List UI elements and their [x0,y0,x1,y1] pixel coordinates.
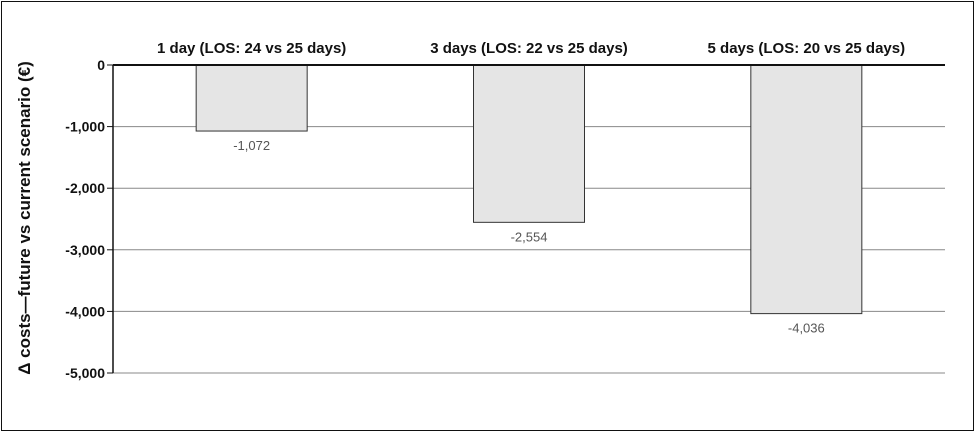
category-label-3: 5 days (LOS: 20 vs 25 days) [708,40,906,57]
y-tick-label: 0 [97,57,105,73]
data-label-3: -4,036 [788,321,825,336]
labels: 0 -1,000 -2,000 -3,000 -4,000 -5,000 -1,072 1 d… [65,40,905,381]
bars [195,64,863,315]
data-label-1: -1,072 [233,138,270,153]
y-tick-label: -3,000 [65,242,105,258]
axes [107,64,945,374]
bar-1 [195,64,308,132]
data-label-2: -2,554 [511,229,548,244]
y-tick-label: -1,000 [65,119,105,135]
y-tick-label: -4,000 [65,303,105,319]
y-tick-label: -5,000 [65,365,105,381]
category-label-1: 1 day (LOS: 24 vs 25 days) [157,40,346,57]
y-axis-title: Δ costs—future vs current scenario (€) [15,61,34,375]
bar-3 [750,64,863,315]
category-label-2: 3 days (LOS: 22 vs 25 days) [430,40,628,57]
y-tick-label: -2,000 [65,180,105,196]
bar-2 [473,64,585,223]
